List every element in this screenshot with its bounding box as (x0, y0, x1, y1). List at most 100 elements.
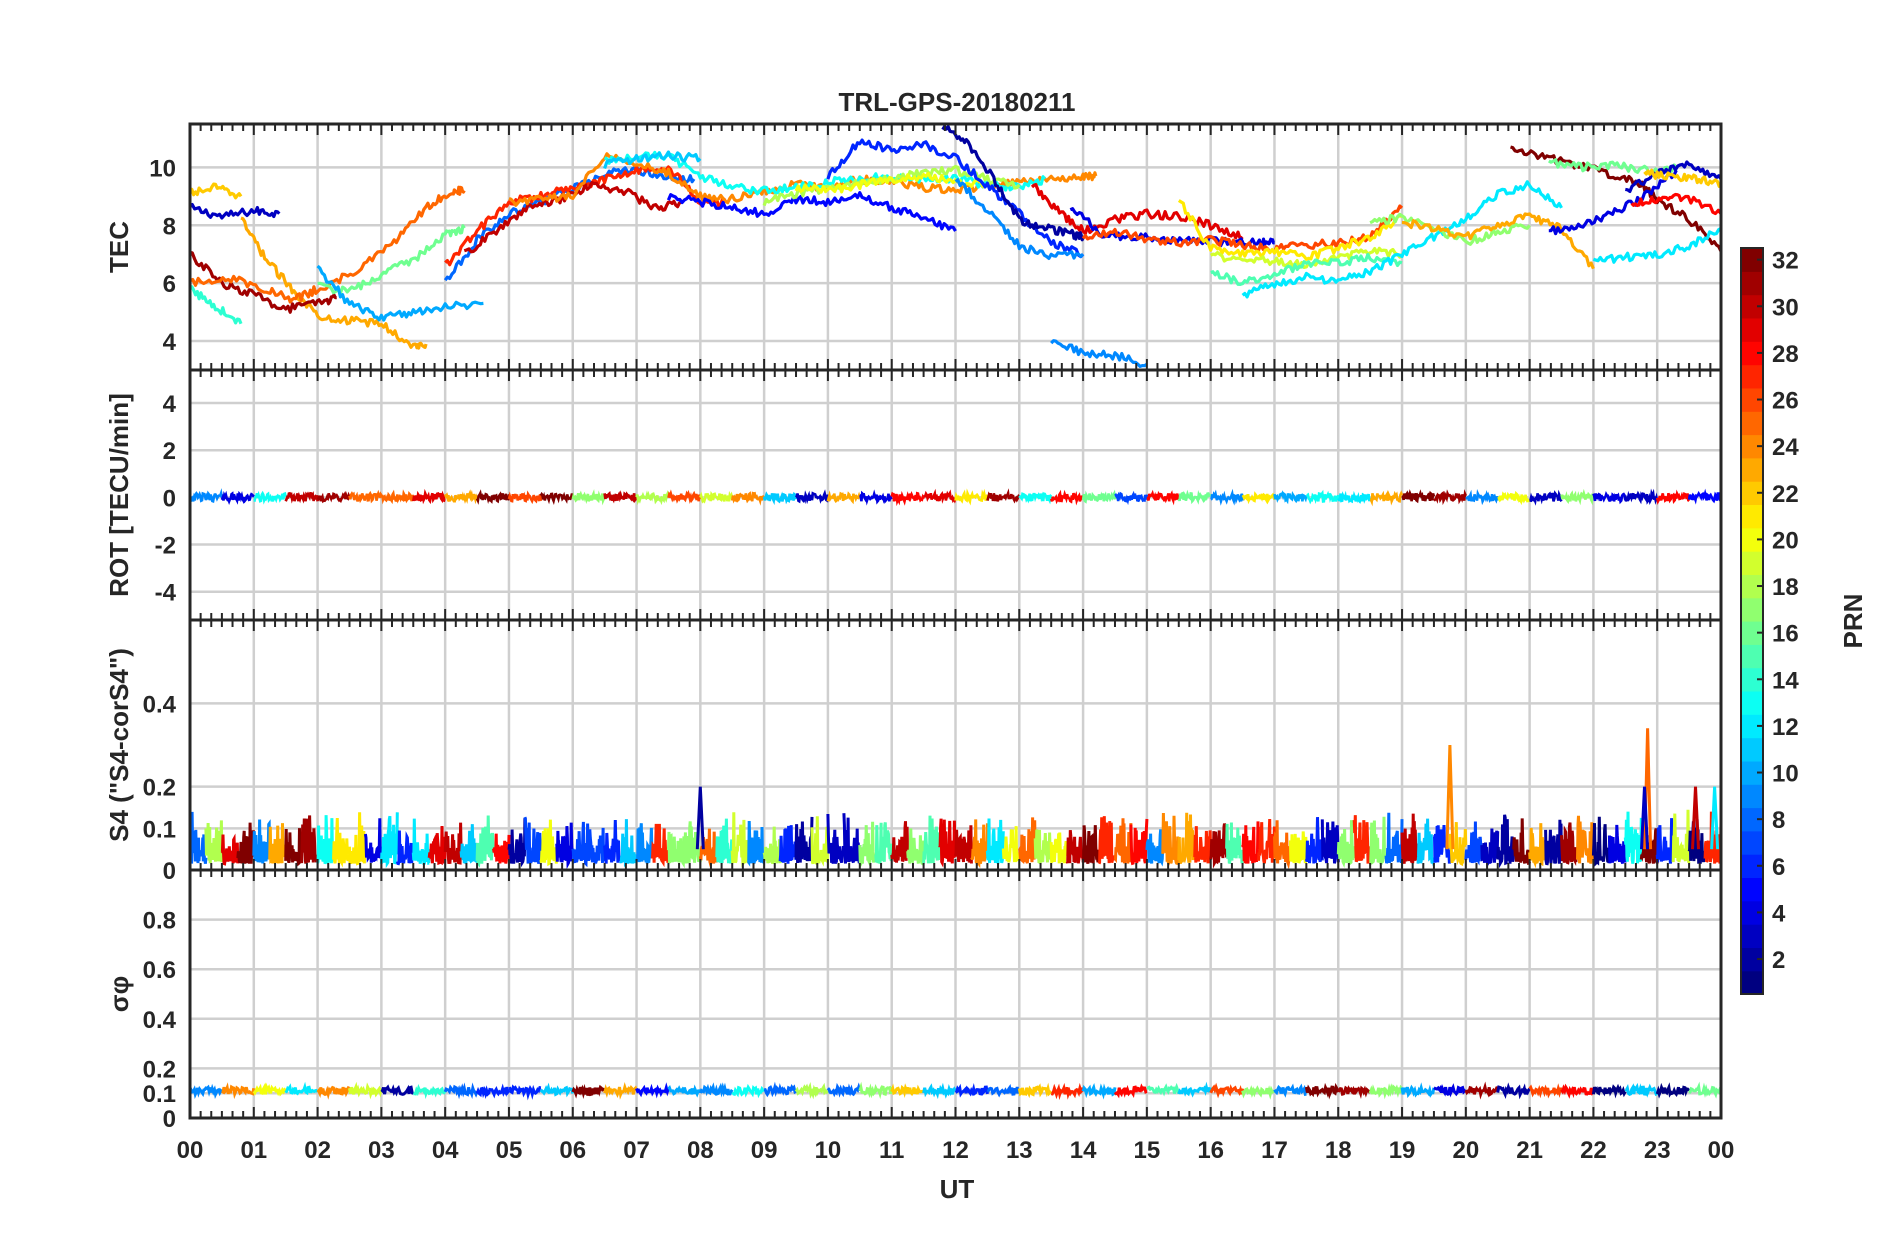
s4-series (842, 813, 862, 864)
rot-series (1687, 488, 1721, 505)
y-tick-label: 0 (163, 858, 176, 885)
y-tick-label: 0.8 (143, 908, 176, 935)
panel-tec: 4 6 8 10 TEC (104, 122, 1723, 372)
colorbar-swatch (1741, 341, 1763, 366)
s4-series (810, 816, 829, 867)
sigma-phi-series (1209, 1082, 1245, 1099)
rot-series (444, 489, 479, 505)
sigma-phi-series (1017, 1082, 1053, 1099)
s4-series (284, 828, 304, 867)
sigma-phi-series (1241, 1085, 1276, 1100)
sigma-phi-series (316, 1085, 351, 1100)
colorbar-swatch (1741, 900, 1763, 925)
rot-series (253, 490, 287, 505)
colorbar-swatch (1741, 760, 1763, 785)
tec-series-prn-23 (240, 216, 428, 350)
s4-series (1257, 818, 1276, 864)
colorbar-swatch (1741, 621, 1763, 645)
rot-series (635, 489, 670, 506)
tec-series-prn-9 (954, 178, 1085, 260)
s4-series (459, 824, 479, 864)
s4-series (316, 815, 335, 865)
rot-series (794, 489, 830, 505)
y-tick-label: 0.2 (143, 1056, 176, 1083)
data-sigma_phi (190, 1081, 1721, 1101)
colorbar-swatch (1741, 597, 1763, 622)
rot-series (1241, 491, 1276, 505)
rot-series (1273, 490, 1308, 505)
sigma-phi-series (413, 1083, 447, 1100)
s4-series (539, 819, 559, 867)
colorbar-tick-label: 26 (1772, 388, 1799, 415)
tec-series-prn-3 (190, 203, 281, 220)
s4-series (1464, 821, 1484, 866)
sigma-phi-series (1655, 1082, 1691, 1099)
colorbar-label: PRN (1838, 594, 1868, 649)
rot-series (730, 491, 765, 506)
x-tick-label: 08 (687, 1137, 714, 1164)
rot-series (475, 489, 511, 505)
s4-series (1576, 815, 1595, 864)
y-axis-label-s4: S4 ("S4-corS4") (104, 648, 134, 842)
rot-series (1529, 489, 1563, 506)
s4-series (190, 811, 208, 864)
colorbar-swatch (1741, 644, 1763, 669)
s4-series (204, 820, 224, 864)
x-tick-label: 10 (815, 1137, 842, 1164)
x-tick-label: 23 (1644, 1137, 1671, 1164)
tec-series-prn-4 (1548, 169, 1678, 236)
x-tick-label: 12 (942, 1137, 969, 1164)
tec-series-prn-21 (1177, 199, 1403, 261)
sigma-phi-series (1113, 1083, 1148, 1099)
rot-series (1401, 489, 1436, 504)
s4-series (1049, 832, 1069, 864)
s4-series (1671, 809, 1691, 864)
s4-series (475, 815, 495, 868)
tec-series-prn-12 (1241, 180, 1563, 299)
colorbar-swatch (1741, 248, 1763, 272)
s4-series (1145, 829, 1165, 867)
s4-series (1480, 828, 1500, 869)
colorbar-tick-label: 22 (1772, 481, 1799, 508)
x-tick-label: 15 (1134, 1137, 1161, 1164)
sigma-phi-series (1337, 1085, 1372, 1100)
s4-series (1416, 818, 1436, 867)
chart-title: TRL-GPS-20180211 (838, 87, 1075, 117)
colorbar-tick-label: 30 (1772, 294, 1799, 321)
sigma-phi-series (635, 1082, 670, 1099)
s4-series (1336, 820, 1356, 869)
sigma-phi-series (1496, 1082, 1531, 1100)
x-tick-label: 07 (623, 1137, 650, 1164)
x-tick-label: 21 (1516, 1137, 1543, 1164)
sigma-phi-series (603, 1082, 638, 1100)
sigma-phi-series (763, 1081, 797, 1098)
s4-series (954, 825, 973, 864)
colorbar-swatch (1741, 434, 1763, 459)
colorbar-tick-label: 32 (1772, 248, 1799, 275)
s4-series (906, 828, 926, 867)
s4-series (603, 819, 623, 864)
rot-series (667, 489, 702, 505)
sigma-phi-series (890, 1083, 924, 1098)
x-tick-label: 01 (240, 1137, 267, 1164)
s4-series (1113, 818, 1133, 864)
tec-series-prn-8 (443, 165, 696, 282)
tec-series-prn-12 (1592, 226, 1721, 264)
sigma-phi-series (1624, 1082, 1658, 1098)
rot-series (571, 489, 606, 506)
s4-series (1352, 815, 1372, 864)
s4-series (635, 823, 654, 864)
s4-series (1241, 821, 1260, 864)
sigma-phi-series (221, 1082, 256, 1100)
y-tick-label: 0 (163, 485, 176, 512)
s4-series (778, 825, 798, 864)
colorbar-swatch (1741, 807, 1763, 832)
colorbar-swatch (1741, 737, 1763, 762)
tec-series-prn-28 (1630, 192, 1721, 216)
rot-series (1210, 488, 1244, 506)
rot-series (1305, 489, 1340, 505)
s4-series (1225, 822, 1245, 864)
s4-series (587, 827, 607, 866)
rot-series (1432, 489, 1467, 506)
